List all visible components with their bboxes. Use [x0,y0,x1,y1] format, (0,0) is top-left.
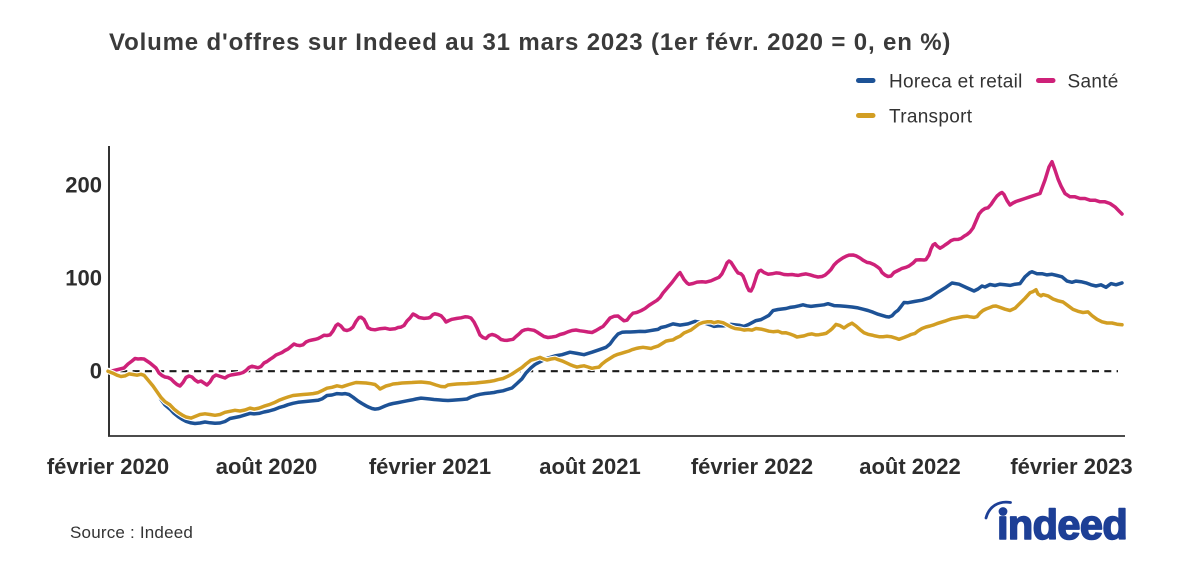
svg-text:200: 200 [65,173,102,198]
svg-text:100: 100 [65,266,102,291]
svg-text:août 2022: août 2022 [859,454,961,479]
svg-text:février 2023: février 2023 [1010,454,1132,479]
svg-text:Santé: Santé [1068,72,1119,93]
svg-text:Volume d'offres sur Indeed au: Volume d'offres sur Indeed au 31 mars 20… [109,29,951,56]
svg-text:Source : Indeed: Source : Indeed [70,523,193,542]
svg-text:février 2021: février 2021 [369,454,491,479]
svg-text:ındeed: ındeed [997,501,1127,548]
svg-text:février 2020: février 2020 [47,454,169,479]
svg-text:août 2021: août 2021 [539,454,641,479]
svg-text:août 2020: août 2020 [216,454,318,479]
svg-text:février 2022: février 2022 [691,454,813,479]
svg-text:Horeca et retail: Horeca et retail [889,72,1023,93]
svg-text:0: 0 [90,359,102,384]
svg-text:Transport: Transport [889,107,973,128]
